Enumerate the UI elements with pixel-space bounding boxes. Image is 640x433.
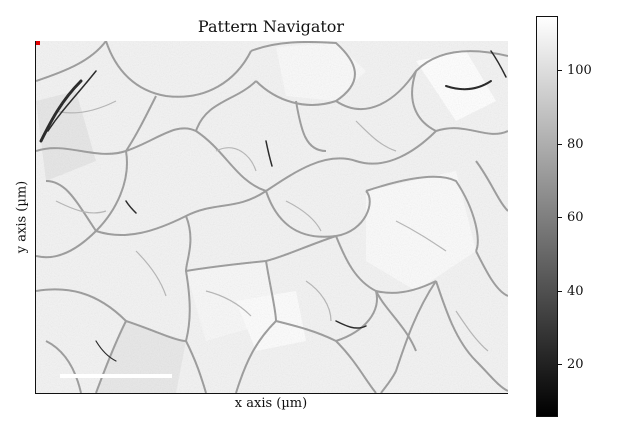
navigator-marker[interactable] bbox=[36, 41, 40, 45]
colorbar-tick: 80 bbox=[557, 137, 607, 153]
colorbar bbox=[536, 16, 558, 417]
colorbar-tick: 60 bbox=[557, 210, 607, 226]
colorbar-tick-mark bbox=[557, 290, 562, 292]
colorbar-tick: 20 bbox=[557, 357, 607, 373]
colorbar-tick-label: 20 bbox=[567, 357, 584, 373]
colorbar-tick-label: 40 bbox=[567, 283, 584, 299]
grain-map bbox=[36, 41, 508, 393]
navigator-image[interactable] bbox=[35, 41, 508, 394]
colorbar-tick: 40 bbox=[557, 284, 607, 300]
colorbar-tick-label: 80 bbox=[567, 136, 584, 152]
noise-texture bbox=[36, 41, 508, 393]
colorbar-tick-mark bbox=[557, 217, 562, 219]
figure-title: Pattern Navigator bbox=[197, 17, 345, 36]
colorbar-ticks: 20 40 60 80 100 bbox=[557, 16, 617, 417]
colorbar-tick-mark bbox=[557, 70, 562, 72]
colorbar-tick-label: 100 bbox=[567, 63, 592, 79]
colorbar-tick-label: 60 bbox=[567, 210, 584, 226]
colorbar-tick-mark bbox=[557, 364, 562, 366]
colorbar-tick: 100 bbox=[557, 63, 607, 79]
colorbar-tick-mark bbox=[557, 143, 562, 145]
x-axis-label: x axis (µm) bbox=[234, 396, 308, 411]
y-axis-label: y axis (µm) bbox=[14, 180, 30, 254]
scale-bar bbox=[60, 374, 172, 378]
